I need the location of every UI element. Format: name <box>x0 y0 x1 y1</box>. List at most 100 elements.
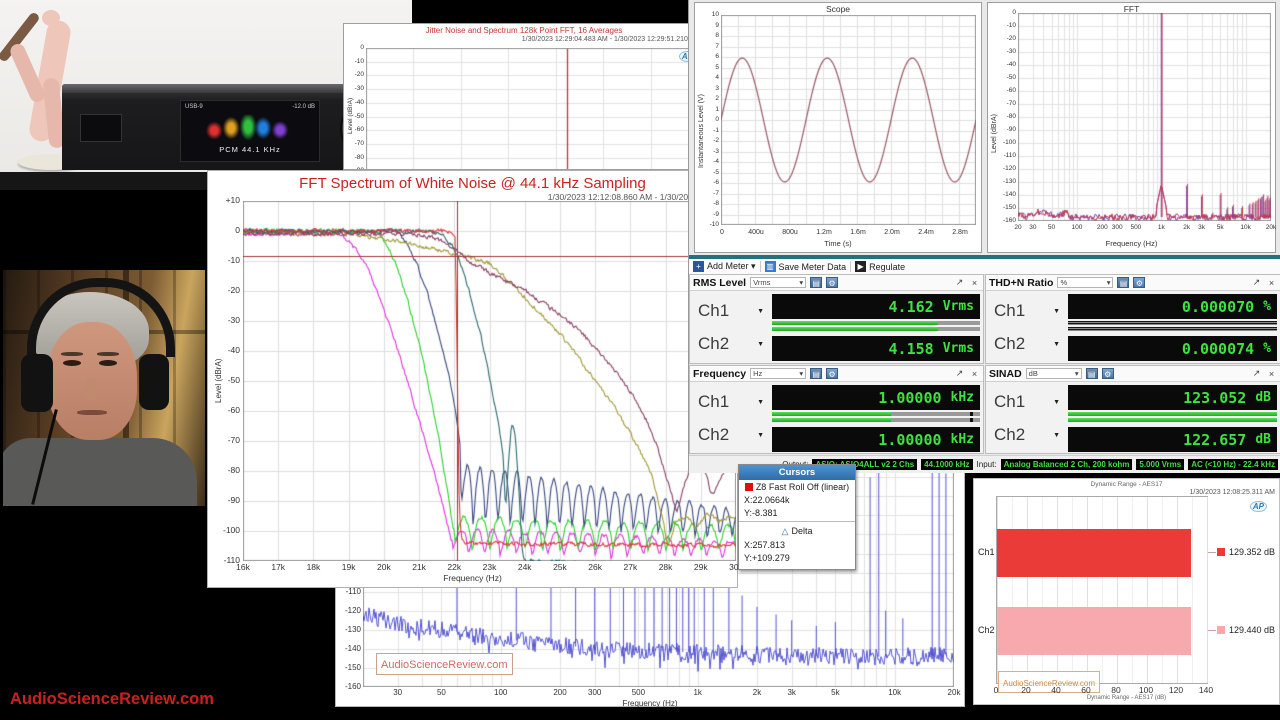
toolbar-button-label: Regulate <box>869 261 906 272</box>
blue-xtick: 5k <box>831 688 840 697</box>
apx-panel: Scope Instantaneous Level (V) Time (s) 1… <box>688 0 1280 473</box>
channel-label-ch1[interactable]: Ch1 ▼ <box>986 294 1066 328</box>
settings-gear-icon[interactable]: ⚙ <box>1133 277 1146 288</box>
blue-ytick: -140 <box>344 643 361 653</box>
settings-gear-icon[interactable]: ⚙ <box>1101 368 1114 379</box>
close-icon[interactable]: × <box>1268 277 1275 288</box>
meter-display-icon[interactable]: ▤ <box>1117 277 1130 288</box>
meter-unit: kHz <box>950 432 974 447</box>
meter-value: 122.657 <box>1183 430 1247 449</box>
dr-legend-line <box>1208 552 1216 553</box>
scope-xtick: 2.0m <box>884 229 900 236</box>
chevron-down-icon: ▾ <box>1074 369 1079 378</box>
scope-window: Scope Instantaneous Level (V) Time (s) 1… <box>694 2 982 253</box>
settings-gear-icon[interactable]: ⚙ <box>826 368 839 379</box>
toolbar-button-regulate[interactable]: ▶ Regulate <box>851 261 909 272</box>
cursors-panel[interactable]: Cursors Z8 Fast Roll Off (linear) X:22.0… <box>738 464 856 570</box>
level-bar-ch2 <box>1068 327 1277 331</box>
level-bar-fill <box>1068 418 1277 422</box>
fft-xtick: 2k <box>1183 224 1191 231</box>
main-ytick: -30 <box>227 315 240 325</box>
blue-ytick: -130 <box>344 624 361 634</box>
channel-label-text: Ch1 <box>698 392 730 411</box>
channel-label-ch1[interactable]: Ch1 ▼ <box>690 385 770 419</box>
jitter-ytick: -20 <box>354 71 364 79</box>
scope-ytick: -3 <box>713 147 719 155</box>
meter-value: 4.162 <box>888 297 934 316</box>
output-badge: ASIO: ASIO4ALL v2 2 Chs <box>812 459 918 470</box>
meter-value: 1.00000 <box>878 430 942 449</box>
meter-display-icon[interactable]: ▤ <box>810 368 823 379</box>
jitter-title: Jitter Noise and Spectrum 128k Point FFT… <box>425 26 623 35</box>
cursors-header[interactable]: Cursors <box>739 465 855 480</box>
channel-label-ch1[interactable]: Ch1 ▼ <box>690 294 770 328</box>
blue-xtick: 10k <box>888 688 902 697</box>
output-badge: 44.1000 kHz <box>921 459 973 470</box>
close-icon[interactable]: × <box>1268 368 1275 379</box>
chevron-down-icon: ▼ <box>757 340 764 348</box>
fft-xtick: 3k <box>1198 224 1205 231</box>
fft-xtick: 10k <box>1240 224 1251 231</box>
unit-selector-dropdown[interactable]: dB ▾ <box>1025 368 1082 379</box>
main-xtick: 18k <box>306 562 321 572</box>
popout-icon[interactable]: ↗ <box>1252 368 1261 378</box>
level-bar-ch1 <box>1068 412 1277 416</box>
fft-xtick: 20k <box>1265 224 1277 231</box>
blue-xtick: 30 <box>393 688 403 697</box>
scope-ytick: 8 <box>715 32 719 39</box>
channel-label-ch2[interactable]: Ch2 ▼ <box>690 327 770 361</box>
meter-display-icon[interactable]: ▤ <box>1085 368 1098 379</box>
channel-label-ch2[interactable]: Ch2 ▼ <box>690 418 770 452</box>
close-icon[interactable]: × <box>971 277 978 288</box>
meter-display-ch1: 1.00000 kHz <box>772 385 980 410</box>
white-noise-fft-plot[interactable] <box>243 201 736 561</box>
fft-xtick: 100 <box>1071 224 1083 231</box>
blue-ytick: -160 <box>344 682 361 691</box>
meter-panel-header: SINAD dB ▾ ▤ ⚙ ↗ × <box>986 366 1280 382</box>
asr-watermark-box: AudioScienceReview.com <box>376 653 513 675</box>
fft-ytick: -70 <box>1006 100 1016 107</box>
unit-selector-dropdown[interactable]: % ▾ <box>1057 277 1114 288</box>
device-display: USB-9 -12.0 dB PCM 44.1 KHz <box>180 100 320 162</box>
channel-label-text: Ch2 <box>994 334 1026 353</box>
toolbar-button-add-meter[interactable]: + Add Meter ▾ <box>689 261 760 272</box>
jitter-ytick: -50 <box>354 112 364 120</box>
meter-title: THD+N Ratio <box>989 276 1054 289</box>
channel-label-ch1[interactable]: Ch1 ▼ <box>986 385 1066 419</box>
meter-value: 0.000070 <box>1181 297 1255 316</box>
unit-selector-dropdown[interactable]: Hz ▾ <box>750 368 807 379</box>
popout-icon[interactable]: ↗ <box>1252 277 1261 287</box>
level-bar-marker <box>969 418 973 422</box>
meter-panel-header: THD+N Ratio% ▾ ▤ ⚙ ↗ × <box>986 275 1280 291</box>
jitter-ytick: -40 <box>354 98 364 106</box>
settings-gear-icon[interactable]: ⚙ <box>826 277 839 288</box>
headphone-cup-right <box>139 354 169 410</box>
main-xtick: 20k <box>376 562 391 572</box>
dr-xtick: 20 <box>1021 685 1031 695</box>
popout-icon[interactable]: ↗ <box>955 368 964 378</box>
blue-xtick: 1k <box>693 688 702 697</box>
popout-icon[interactable]: ↗ <box>955 277 964 287</box>
cursor-trace-row: Z8 Fast Roll Off (linear) <box>739 480 855 493</box>
cursor-y-value: Y:-8.381 <box>744 507 778 518</box>
meter-value: 123.052 <box>1183 388 1247 407</box>
meter-unit: dB <box>1255 390 1271 405</box>
jitter-fft-window: Jitter Noise and Spectrum 128k Point FFT… <box>343 23 705 170</box>
channel-label-ch2[interactable]: Ch2 ▼ <box>986 327 1066 361</box>
main-xtick: 23k <box>482 562 497 572</box>
meter-title: SINAD <box>989 367 1022 380</box>
jitter-plot <box>366 48 698 169</box>
fft-ytick: -160 <box>1002 217 1016 224</box>
meter-display-icon[interactable]: ▤ <box>810 277 823 288</box>
channel-label-ch2[interactable]: Ch2 ▼ <box>986 418 1066 452</box>
unit-selector-dropdown[interactable]: Vrms ▾ <box>750 277 807 288</box>
main-ytick: -70 <box>227 435 240 445</box>
scope-xaxis-label: Time (s) <box>824 239 852 248</box>
trace-color-swatch <box>744 482 753 491</box>
meter-panel-freq: Frequency Hz ▾ ▤ ⚙ ↗ × Ch1 ▼ 1.00000 kHz Ch2 ▼ 1.0000… <box>689 365 984 454</box>
channel-watermark: AudioScienceReview.com <box>10 690 214 708</box>
close-icon[interactable]: × <box>971 368 978 379</box>
toolbar-button-save-meter-data[interactable]: ▥ Save Meter Data <box>761 261 851 272</box>
scope-ytick: 6 <box>715 53 719 60</box>
meter-panel-header: Frequency Hz ▾ ▤ ⚙ ↗ × <box>690 366 983 382</box>
